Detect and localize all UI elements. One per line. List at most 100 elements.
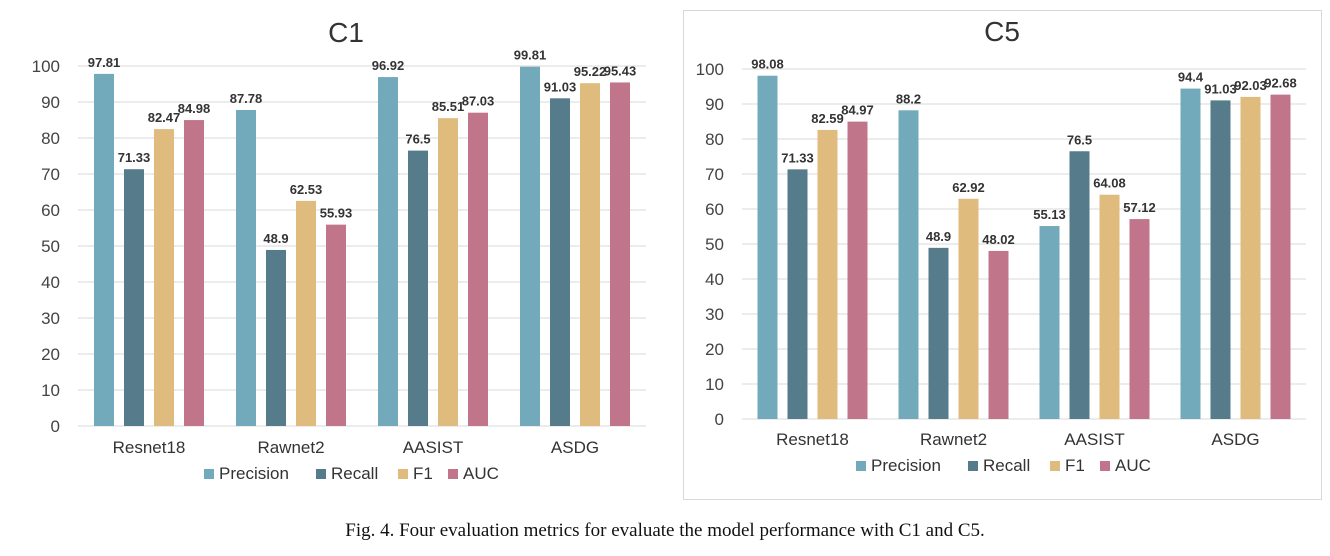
bar-auc bbox=[468, 112, 488, 426]
data-label: 55.93 bbox=[320, 206, 353, 221]
data-label: 97.81 bbox=[88, 55, 121, 70]
legend-swatch bbox=[968, 461, 978, 471]
legend-label: Precision bbox=[219, 464, 289, 483]
y-tick-label: 40 bbox=[705, 270, 724, 289]
y-tick-label: 90 bbox=[705, 95, 724, 114]
bar-precision bbox=[378, 77, 398, 426]
figure-caption: Fig. 4. Four evaluation metrics for eval… bbox=[345, 520, 985, 541]
y-tick-label: 30 bbox=[41, 309, 60, 328]
bar-precision bbox=[94, 73, 114, 426]
bar-precision bbox=[520, 66, 540, 427]
legend-label: Recall bbox=[983, 456, 1030, 475]
data-label: 87.78 bbox=[230, 91, 263, 106]
bar-recall bbox=[408, 150, 428, 426]
y-tick-label: 60 bbox=[705, 200, 724, 219]
data-label: 95.22 bbox=[574, 64, 607, 79]
data-label: 48.9 bbox=[263, 231, 288, 246]
bar-recall bbox=[787, 169, 808, 419]
bar-f1 bbox=[438, 118, 458, 426]
data-label: 92.68 bbox=[1264, 76, 1297, 91]
y-tick-label: 90 bbox=[41, 93, 60, 112]
y-tick-label: 20 bbox=[705, 340, 724, 359]
y-tick-label: 10 bbox=[705, 375, 724, 394]
chart-c1-svg: C1 0 10 20 30 40 50 60 70 80 90 100 Resnet18 97.81 71.… bbox=[32, 17, 646, 483]
chart-title: C1 bbox=[328, 17, 364, 48]
y-tick-label: 100 bbox=[32, 57, 60, 76]
y-tick-label: 0 bbox=[715, 410, 724, 429]
legend-label: AUC bbox=[1115, 456, 1151, 475]
legend-swatch bbox=[1050, 461, 1060, 471]
bar-auc bbox=[988, 250, 1009, 419]
bar-auc bbox=[610, 82, 630, 427]
data-label: 88.2 bbox=[896, 91, 921, 106]
bar-auc bbox=[326, 224, 346, 426]
bar-recall bbox=[550, 98, 570, 427]
legend-swatch bbox=[448, 469, 458, 479]
y-tick-label: 100 bbox=[696, 60, 724, 79]
y-tick-label: 80 bbox=[41, 129, 60, 148]
category-label: ASDG bbox=[1211, 430, 1259, 449]
data-label: 76.5 bbox=[1067, 132, 1092, 147]
y-tick-label: 50 bbox=[705, 235, 724, 254]
y-tick-label: 70 bbox=[705, 165, 724, 184]
bar-precision bbox=[898, 110, 919, 420]
legend-swatch bbox=[856, 461, 866, 471]
data-label: 82.47 bbox=[148, 110, 181, 125]
y-tick-label: 70 bbox=[41, 165, 60, 184]
data-label: 84.97 bbox=[841, 103, 874, 118]
legend-swatch bbox=[1100, 461, 1110, 471]
data-label: 84.98 bbox=[178, 101, 211, 116]
data-label: 55.13 bbox=[1033, 207, 1066, 222]
category-label: AASIST bbox=[1064, 430, 1124, 449]
data-label: 85.51 bbox=[432, 99, 465, 114]
data-label: 91.03 bbox=[1204, 81, 1237, 96]
data-label: 48.02 bbox=[982, 232, 1015, 247]
bar-f1 bbox=[296, 200, 316, 426]
bar-f1 bbox=[1240, 96, 1261, 420]
data-label: 95.43 bbox=[604, 63, 637, 78]
y-tick-label: 10 bbox=[41, 381, 60, 400]
bar-recall bbox=[928, 247, 949, 419]
legend-swatch bbox=[316, 469, 326, 479]
data-label: 92.03 bbox=[1234, 78, 1267, 93]
bar-precision bbox=[757, 75, 778, 419]
legend-label: AUC bbox=[463, 464, 499, 483]
data-label: 94.4 bbox=[1178, 70, 1204, 85]
legend-label: F1 bbox=[1065, 456, 1085, 475]
bar-recall bbox=[124, 169, 144, 426]
bar-precision bbox=[236, 109, 256, 426]
data-label: 71.33 bbox=[118, 150, 151, 165]
y-tick-label: 50 bbox=[41, 237, 60, 256]
data-label: 98.08 bbox=[751, 57, 784, 72]
chart-title: C5 bbox=[984, 16, 1020, 47]
bar-recall bbox=[1069, 151, 1090, 419]
y-tick-label: 20 bbox=[41, 345, 60, 364]
data-label: 62.53 bbox=[290, 182, 323, 197]
bar-recall bbox=[1210, 100, 1231, 420]
category-label: Rawnet2 bbox=[920, 430, 987, 449]
bar-f1 bbox=[580, 83, 600, 426]
category-label: ASDG bbox=[551, 438, 599, 457]
bar-f1 bbox=[958, 198, 979, 419]
category-label: Rawnet2 bbox=[257, 438, 324, 457]
data-label: 91.03 bbox=[544, 79, 577, 94]
data-label: 64.08 bbox=[1093, 176, 1126, 191]
data-label: 57.12 bbox=[1123, 200, 1156, 215]
legend-label: Precision bbox=[871, 456, 941, 475]
legend-swatch bbox=[398, 469, 408, 479]
category-label: AASIST bbox=[403, 438, 463, 457]
legend-label: Recall bbox=[331, 464, 378, 483]
bar-precision bbox=[1180, 88, 1201, 419]
bar-f1 bbox=[154, 129, 174, 426]
bar-f1 bbox=[1099, 194, 1120, 419]
data-label: 71.33 bbox=[781, 150, 814, 165]
chart-panel-c5: C5 0 10 20 30 40 50 60 70 80 90 100 Resnet18 98.08 71.… bbox=[683, 10, 1322, 500]
y-tick-label: 80 bbox=[705, 130, 724, 149]
bar-auc bbox=[1129, 219, 1150, 419]
data-label: 48.9 bbox=[926, 229, 951, 244]
bar-auc bbox=[184, 120, 204, 427]
data-label: 87.03 bbox=[462, 94, 495, 109]
y-tick-label: 0 bbox=[51, 417, 60, 436]
legend-label: F1 bbox=[413, 464, 433, 483]
data-label: 96.92 bbox=[372, 58, 405, 73]
